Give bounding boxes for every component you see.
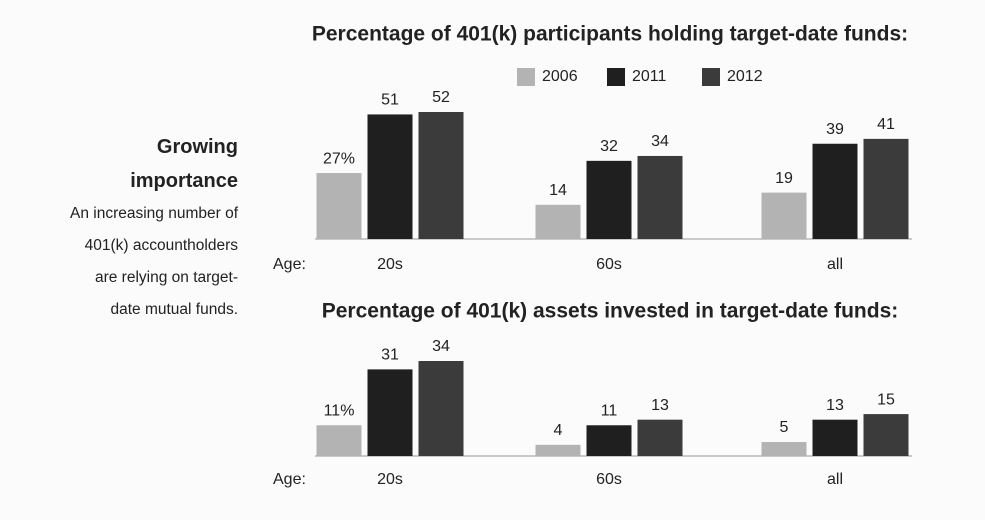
sidebar: Growing importance An increasing number … (38, 130, 238, 326)
legend-label: 2011 (632, 68, 667, 85)
value-label: 11% (324, 402, 355, 419)
bar (812, 143, 858, 239)
value-label: 51 (381, 92, 399, 109)
value-label: 19 (775, 170, 793, 187)
bar (586, 425, 632, 456)
bar (637, 419, 683, 456)
sidebar-text: An increasing number of 401(k) accountho… (69, 205, 238, 318)
legend-swatch (702, 68, 720, 86)
value-label: 32 (600, 138, 618, 155)
chart-title: Percentage of 401(k) assets invested in … (322, 300, 899, 323)
x-tick-label: all (827, 256, 843, 273)
bar (761, 192, 807, 239)
x-tick-label: 60s (596, 256, 622, 273)
value-label: 15 (877, 391, 895, 408)
bar (367, 369, 413, 456)
legend-label: 2012 (727, 68, 763, 85)
value-label: 41 (877, 116, 895, 133)
value-label: 4 (554, 422, 563, 439)
bar (418, 112, 464, 239)
bar (535, 444, 581, 456)
legend-swatch (607, 68, 625, 86)
value-label: 13 (826, 397, 844, 414)
chart-title: Percentage of 401(k) participants holdin… (312, 23, 908, 46)
bar (316, 425, 362, 456)
x-tick-label: 20s (377, 471, 403, 488)
legend-swatch (517, 68, 535, 86)
sidebar-heading: Growing importance (130, 136, 238, 192)
legend-label: 2006 (542, 68, 578, 85)
x-axis-label: Age: (273, 256, 306, 273)
x-tick-label: all (827, 471, 843, 488)
value-label: 14 (549, 182, 567, 199)
value-label: 11 (601, 402, 618, 419)
value-label: 31 (381, 347, 399, 364)
x-axis-label: Age: (273, 471, 306, 488)
bar (586, 160, 632, 239)
bar (761, 442, 807, 456)
bar (418, 361, 464, 456)
value-label: 52 (432, 89, 450, 106)
bar (637, 155, 683, 239)
bar (812, 419, 858, 456)
value-label: 34 (432, 338, 450, 355)
bar (535, 204, 581, 239)
value-label: 5 (780, 419, 789, 436)
bar (316, 173, 362, 239)
x-tick-label: 60s (596, 471, 622, 488)
bar (863, 414, 909, 456)
bar (863, 138, 909, 239)
value-label: 27% (323, 150, 355, 167)
value-label: 39 (826, 121, 844, 138)
x-tick-label: 20s (377, 256, 403, 273)
bar (367, 114, 413, 239)
value-label: 34 (651, 133, 669, 150)
value-label: 13 (651, 397, 669, 414)
